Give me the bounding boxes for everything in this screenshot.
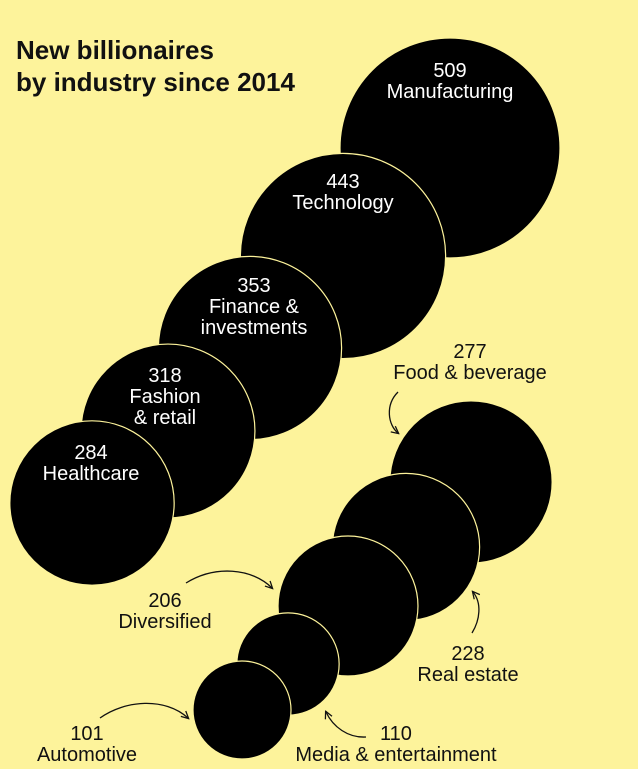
bubbles-group bbox=[9, 37, 561, 760]
value-label: 110 bbox=[380, 723, 412, 745]
category-label: Media & entertainment bbox=[295, 744, 497, 766]
callout-arrows bbox=[99, 391, 479, 738]
arrow-diversified bbox=[185, 570, 272, 588]
labels-group: 509 Manufacturing 443 Technology 353 Finance … bbox=[37, 60, 547, 766]
category-label: investments bbox=[201, 317, 308, 339]
chart-title: New billionaires by industry since 2014 bbox=[16, 35, 295, 97]
value-label: 228 bbox=[451, 643, 484, 665]
chart-title-line-1: New billionaires bbox=[16, 35, 214, 65]
label-automotive: 101 Automotive bbox=[37, 723, 137, 766]
category-label: Technology bbox=[292, 192, 393, 214]
category-label: Finance & bbox=[209, 296, 300, 318]
bubble-automotive bbox=[192, 660, 292, 760]
category-label: Fashion bbox=[129, 386, 200, 408]
category-label: Healthcare bbox=[43, 463, 140, 485]
value-label: 206 bbox=[148, 590, 181, 612]
arrow-real-estate bbox=[471, 592, 479, 634]
label-manufacturing: 509 Manufacturing bbox=[387, 60, 514, 103]
value-label: 353 bbox=[237, 275, 270, 297]
label-healthcare: 284 Healthcare bbox=[43, 442, 140, 485]
label-finance-and-investments: 353 Finance & investments bbox=[201, 275, 308, 339]
label-real-estate: 228 Real estate bbox=[417, 643, 518, 686]
category-label: & retail bbox=[134, 407, 196, 429]
value-label: 101 bbox=[70, 723, 103, 745]
label-media-and-entertainment: 110 Media & entertainment bbox=[295, 723, 497, 766]
label-technology: 443 Technology bbox=[292, 171, 393, 214]
bubble-healthcare bbox=[9, 420, 175, 586]
category-label: Food & beverage bbox=[393, 362, 546, 384]
value-label: 284 bbox=[74, 442, 107, 464]
category-label: Automotive bbox=[37, 744, 137, 766]
value-label: 277 bbox=[453, 341, 486, 363]
value-label: 318 bbox=[148, 365, 181, 387]
category-label: Diversified bbox=[118, 611, 211, 633]
chart-title-line-2: by industry since 2014 bbox=[16, 67, 295, 97]
label-diversified: 206 Diversified bbox=[118, 590, 211, 633]
label-food-and-beverage: 277 Food & beverage bbox=[393, 341, 546, 384]
category-label: Real estate bbox=[417, 664, 518, 686]
arrow-food-and-beverage bbox=[388, 391, 398, 433]
arrow-automotive bbox=[99, 702, 188, 718]
value-label: 443 bbox=[326, 171, 359, 193]
label-fashion-and-retail: 318 Fashion & retail bbox=[129, 365, 200, 429]
value-label: 509 bbox=[433, 60, 466, 82]
category-label: Manufacturing bbox=[387, 81, 514, 103]
arrow-media-and-entertainment bbox=[326, 712, 367, 738]
